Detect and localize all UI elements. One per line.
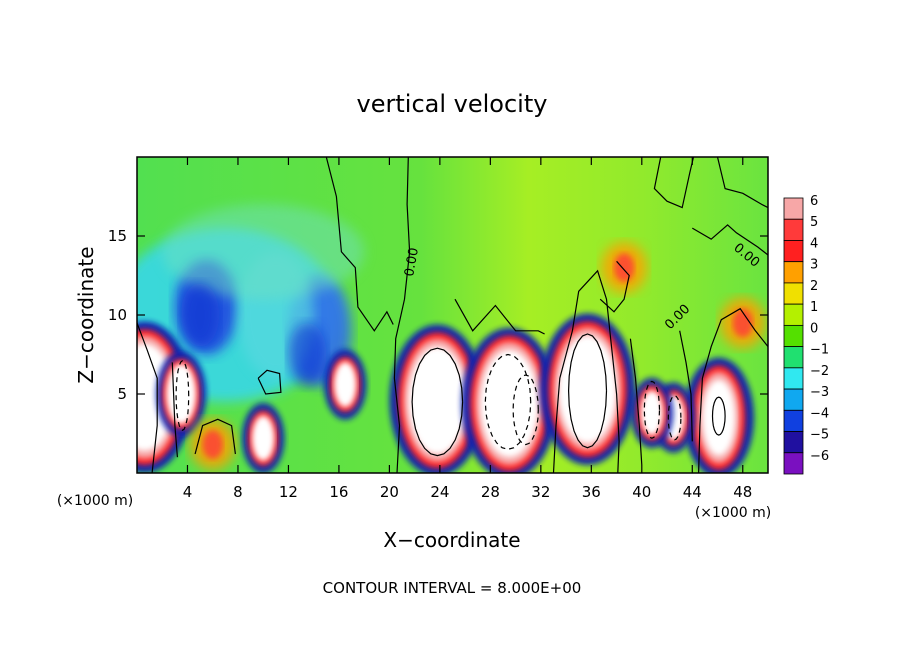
colorbar-label: −4 — [810, 406, 829, 421]
colorbar-label: 0 — [810, 321, 818, 336]
zero-contour — [552, 269, 620, 473]
colorbar-label: 1 — [810, 300, 818, 315]
x-tick-label: 8 — [233, 483, 243, 501]
zero-contour — [325, 157, 394, 332]
contour-positive — [711, 396, 726, 436]
x-tick-label: 32 — [531, 483, 550, 501]
colorbar-label: −1 — [810, 343, 829, 358]
updraft-core — [408, 346, 467, 455]
contour-negative — [667, 394, 682, 441]
colorbar-swatch — [783, 324, 804, 348]
x-axis: 4 8 12 16 20 24 28 32 36 40 44 48 — [183, 157, 752, 501]
downdraft-zone — [162, 204, 365, 300]
updraft-core — [251, 415, 275, 461]
colorbar-label: −5 — [810, 428, 829, 443]
downdraft-area — [181, 283, 220, 347]
zero-contour — [653, 157, 695, 209]
y-tick-label: 15 — [108, 227, 127, 245]
colorbar-label: −6 — [810, 449, 829, 464]
zero-contour — [679, 330, 693, 442]
colorbar-swatch — [783, 431, 804, 454]
contour-positive — [567, 333, 608, 449]
zero-contour — [137, 322, 158, 473]
x-unit-right: (×1000 m) — [695, 505, 771, 521]
colorbar-swatch — [783, 409, 804, 432]
contour-positive — [411, 347, 464, 457]
zero-contour — [716, 157, 768, 209]
contour-negative — [175, 360, 190, 432]
colorbar-swatch — [783, 282, 804, 305]
updraft-core — [333, 361, 357, 408]
updraft-core — [480, 349, 539, 458]
x-tick-label: 48 — [733, 483, 752, 501]
colorbar-label: −3 — [810, 385, 829, 400]
colorbar-swatch — [783, 303, 804, 326]
updraft-core — [640, 390, 664, 436]
colorbar-swatch — [783, 261, 804, 284]
contour-label-1: 0.00 — [402, 247, 422, 278]
zero-contour — [393, 157, 411, 473]
x-tick-label: 28 — [481, 483, 500, 501]
downdraft-area — [288, 322, 327, 387]
chart-title: vertical velocity — [357, 90, 548, 118]
x-tick-label: 4 — [183, 483, 193, 501]
zero-contour — [194, 418, 236, 455]
x-tick-label: 16 — [329, 483, 348, 501]
zero-contour — [454, 298, 545, 335]
updraft-core — [558, 335, 617, 443]
x-tick-label: 20 — [380, 483, 399, 501]
colorbar-swatch — [783, 197, 804, 220]
y-axis: 5 10 15 — [108, 227, 768, 403]
colorbar: 6 5 4 3 2 1 0 −1 −2 −3 −4 −5 −6 — [783, 194, 829, 475]
zero-contour — [171, 362, 178, 458]
x-unit-left: (×1000 m) — [57, 493, 133, 509]
x-tick-label: 12 — [279, 483, 298, 501]
y-tick-label: 10 — [108, 306, 127, 324]
y-tick-label: 5 — [117, 385, 127, 403]
x-tick-label: 44 — [683, 483, 702, 501]
contour-negative — [512, 374, 539, 446]
colorbar-label: 5 — [810, 215, 818, 230]
colorbar-swatch — [783, 452, 804, 475]
colorbar-swatch — [783, 388, 804, 411]
colorbar-label: 6 — [810, 194, 818, 209]
colorbar-swatch — [783, 367, 804, 390]
colorbar-label: 3 — [810, 258, 818, 273]
zero-contour — [257, 369, 282, 395]
contour-interval: CONTOUR INTERVAL = 8.000E+00 — [323, 579, 582, 597]
colorbar-label: 2 — [810, 279, 818, 294]
zero-contour — [698, 307, 768, 473]
colorbar-label: 4 — [810, 236, 818, 251]
updraft-core — [166, 363, 197, 425]
y-axis-label: Z−coordinate — [74, 246, 98, 383]
warm-area — [614, 253, 635, 282]
x-tick-label: 40 — [632, 483, 651, 501]
x-axis-label: X−coordinate — [383, 528, 520, 552]
contour-negative — [484, 353, 532, 450]
warm-area — [732, 308, 753, 338]
zero-contour — [629, 338, 643, 466]
zero-contour — [599, 260, 630, 313]
colorbar-label: −2 — [810, 364, 829, 379]
x-tick-label: 24 — [430, 483, 449, 501]
zero-contour — [691, 224, 768, 256]
x-tick-label: 36 — [582, 483, 601, 501]
heatmap-field — [137, 157, 768, 473]
colorbar-swatch — [783, 218, 804, 241]
updraft-core — [702, 379, 736, 456]
colorbar-swatch — [783, 240, 804, 263]
warm-area — [202, 430, 223, 459]
colorbar-swatch — [783, 346, 804, 369]
